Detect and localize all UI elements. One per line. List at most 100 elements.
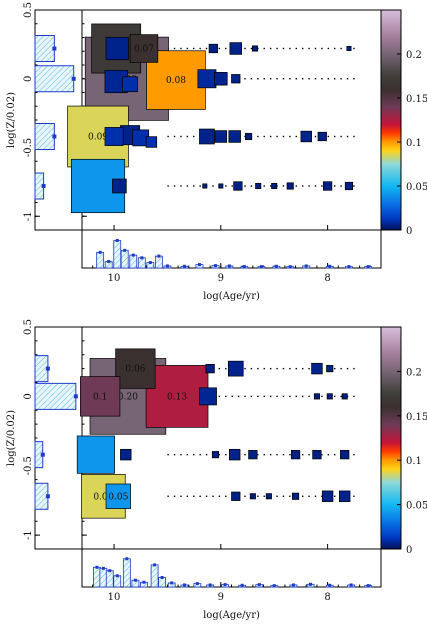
grid-dot <box>327 135 330 138</box>
age-bar-marker <box>157 254 161 258</box>
age-bar-marker <box>153 563 157 567</box>
colorbar-tick-label: 0 <box>406 545 412 556</box>
colorbar-tick-label: 0.05 <box>406 501 427 512</box>
grid-dot <box>346 367 349 370</box>
colorbar-tick-label: 0.15 <box>406 412 427 423</box>
age-bar-marker <box>257 583 261 587</box>
grid-dot <box>314 495 317 497</box>
y-tick-label: 0 <box>23 393 34 399</box>
grid-dot <box>334 395 336 398</box>
grid-dot <box>308 78 310 80</box>
age-bar <box>96 251 105 269</box>
grid-dot <box>295 367 297 370</box>
grid-dot <box>199 453 201 456</box>
grid-dot <box>308 495 310 497</box>
age-bar-marker <box>366 584 370 588</box>
grid-dot <box>173 453 176 456</box>
x-tick-label: 9 <box>218 273 224 284</box>
population-cell <box>317 131 327 142</box>
population-cell <box>76 435 115 474</box>
colorbar-tick-label: 0.2 <box>406 367 422 378</box>
grid-dot <box>321 395 323 398</box>
grid-dot <box>180 453 182 456</box>
cell-value-label: 0.1 <box>93 392 107 402</box>
grid-dot <box>212 495 214 497</box>
grid-dot <box>218 47 221 50</box>
grid-dot <box>321 185 323 187</box>
grid-dot <box>263 367 265 370</box>
x-axis-title: log(Age/yr) <box>203 291 260 302</box>
grid-dot <box>321 47 323 50</box>
grid-dot <box>308 47 310 50</box>
metallicity-bar <box>34 35 55 62</box>
grid-dot <box>180 47 182 50</box>
age-bar-marker <box>328 583 332 587</box>
grid-dot <box>289 367 291 370</box>
population-cell <box>205 364 215 374</box>
metallicity-bar-marker <box>52 134 57 139</box>
grid-dot <box>321 495 323 497</box>
y-tick-label: -1 <box>23 211 34 221</box>
population-cell <box>199 128 215 145</box>
age-bar-marker <box>208 583 212 587</box>
metallicity-bar-marker <box>45 494 50 499</box>
grid-dot <box>218 367 221 370</box>
population-cell <box>322 181 333 191</box>
grid-dot <box>282 395 285 398</box>
grid-dot <box>327 47 330 50</box>
age-bar-marker <box>148 261 152 265</box>
grid-dot <box>257 135 259 138</box>
metallicity-bar-marker <box>45 366 50 371</box>
age-bar-marker <box>288 265 292 269</box>
age-bar-marker <box>107 260 111 264</box>
grid-dot <box>340 78 342 80</box>
grid-dot <box>269 135 272 138</box>
grid-dot <box>244 395 246 398</box>
population-cell <box>248 450 258 460</box>
grid-dot <box>314 135 317 138</box>
grid-dot <box>225 453 227 456</box>
grid-dot <box>218 453 221 456</box>
population-cell <box>199 387 217 406</box>
colorbar-tick-label: 0.05 <box>406 182 427 193</box>
grid-dot <box>308 395 310 398</box>
population-cell <box>344 181 354 191</box>
grid-dot <box>289 495 291 497</box>
age-bar-marker <box>108 569 112 573</box>
age-bar-marker <box>366 265 370 269</box>
grid-dot <box>250 47 253 50</box>
population-cell <box>251 45 259 52</box>
y-tick-label: 0.5 <box>23 2 34 18</box>
grid-dot <box>308 367 310 370</box>
grid-dot <box>301 78 304 80</box>
age-bar-marker <box>304 264 308 268</box>
age-bar-marker <box>133 578 137 582</box>
grid-dot <box>314 78 317 80</box>
cell-value-label: 0.05 <box>108 492 128 502</box>
grid-dot <box>334 367 336 370</box>
grid-dot <box>314 185 317 187</box>
grid-dot <box>173 185 176 187</box>
grid-dot <box>340 395 342 398</box>
y-axis-title: log(Z/0.02) <box>6 410 17 466</box>
population-cell <box>312 450 322 460</box>
grid-dot <box>250 185 253 187</box>
population-cell <box>265 493 272 500</box>
grid-dot <box>244 47 246 50</box>
population-cell <box>197 69 217 89</box>
population-cell <box>255 182 262 190</box>
population-cell <box>300 130 312 143</box>
population-cell <box>340 450 350 460</box>
grid-dot <box>295 47 297 50</box>
population-cell <box>211 451 220 459</box>
grid-dot <box>276 395 278 398</box>
age-bar-marker <box>227 264 231 268</box>
age-bar-marker <box>170 581 174 585</box>
age-bar-marker <box>195 582 199 586</box>
grid-dot <box>282 367 285 370</box>
grid-dot <box>205 47 208 50</box>
age-bar-marker <box>123 248 127 252</box>
age-bar-marker <box>242 265 246 269</box>
grid-dot <box>231 395 233 398</box>
population-cell <box>80 376 121 417</box>
